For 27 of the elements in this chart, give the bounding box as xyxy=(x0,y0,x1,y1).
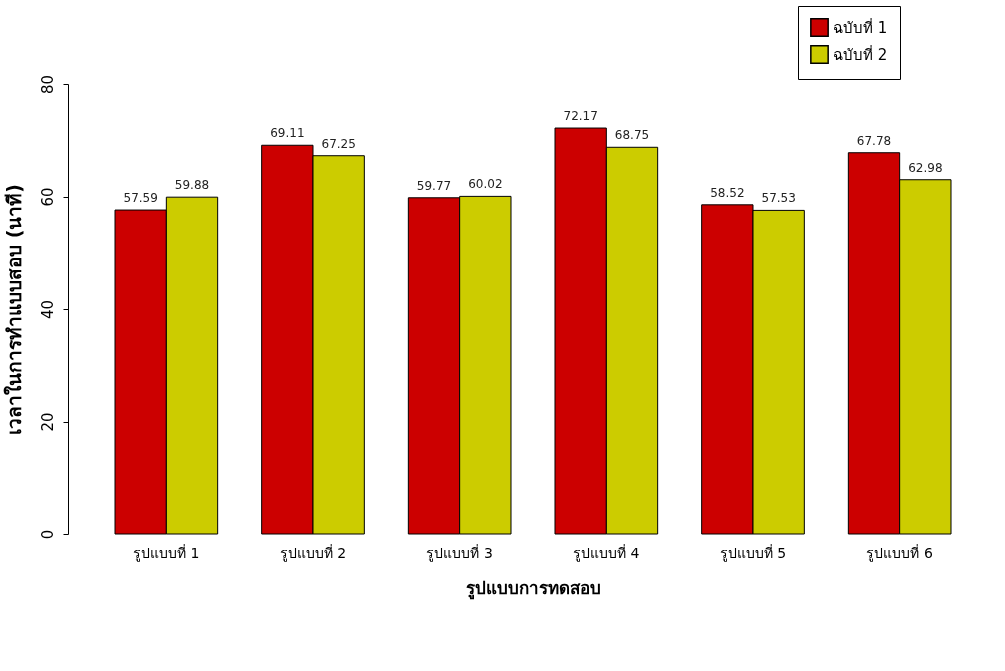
data-label: 60.02 xyxy=(468,177,503,192)
y-tick-label: 0 xyxy=(38,529,57,540)
data-label: 62.98 xyxy=(908,160,943,175)
x-tick-label: รูปแบบที่ 2 xyxy=(279,543,347,562)
data-label: 58.52 xyxy=(710,185,745,200)
data-label: 67.25 xyxy=(321,136,356,151)
y-tick-label: 80 xyxy=(38,74,57,95)
y-axis-title: เวลาในการทำแบบสอบ (นาที) xyxy=(2,184,25,435)
legend-label: ฉบับที่ 2 xyxy=(833,43,888,64)
data-label: 69.11 xyxy=(270,126,305,141)
data-label: 68.75 xyxy=(614,128,650,143)
data-label: 72.17 xyxy=(563,109,598,124)
data-label: 57.59 xyxy=(123,191,158,206)
x-tick-label: รูปแบบที่ 1 xyxy=(133,543,200,562)
y-tick-label: 20 xyxy=(38,412,57,432)
data-label: 57.53 xyxy=(761,191,796,206)
data-label: 59.88 xyxy=(174,178,210,193)
x-tick-label: รูปแบบที่ 4 xyxy=(573,543,640,562)
data-label: 67.78 xyxy=(856,133,892,148)
x-axis-title: รูปแบบการทดสอบ xyxy=(466,577,601,600)
y-tick-label: 40 xyxy=(38,299,57,320)
x-tick-label: รูปแบบที่ 6 xyxy=(866,543,933,562)
legend-label: ฉบับที่ 1 xyxy=(833,16,888,37)
y-tick-label: 60 xyxy=(38,187,57,207)
data-label: 59.77 xyxy=(416,178,452,193)
x-tick-label: รูปแบบที่ 3 xyxy=(426,543,493,562)
x-tick-label: รูปแบบที่ 5 xyxy=(719,543,787,562)
